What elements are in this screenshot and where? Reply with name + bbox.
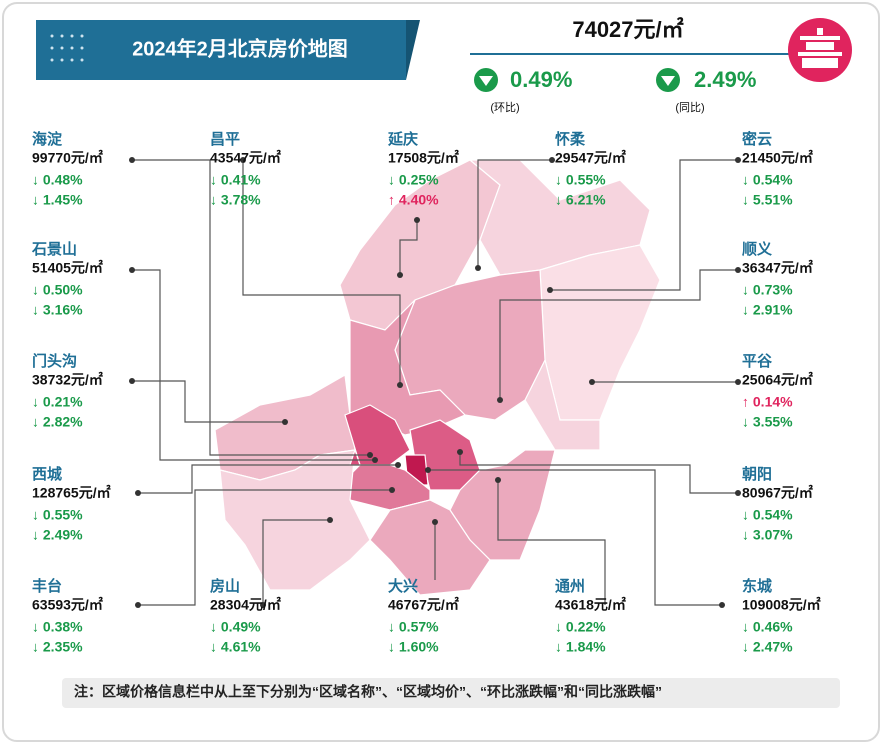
district-mom: ↓ 0.21% [32,394,83,410]
district-mom: ↓ 0.54% [742,172,793,188]
note: 注：区域价格信息栏中从上至下分别为“区域名称”、“区域均价”、“环比涨跌幅”和“… [74,684,662,700]
district-yoy: ↑ 4.40% [388,192,439,208]
leader-dots [129,157,741,608]
district-yoy: ↓ 3.78% [210,192,261,208]
district-yoy: ↓ 3.16% [32,302,83,318]
district-price: 46767元/㎡ [388,597,459,613]
district-name: 顺义 [742,240,772,258]
district-name: 房山 [210,577,240,595]
district-name: 朝阳 [742,466,772,483]
avg-price: 74027元/㎡ [572,17,683,42]
district-mom: ↓ 0.46% [742,619,793,635]
title-banner [36,20,406,80]
district-price: 99770元/㎡ [32,150,103,166]
district-yoy: ↓ 5.51% [742,192,793,208]
district-price: 36347元/㎡ [742,260,813,276]
district-name: 西城 [32,465,62,483]
district-name: 门头沟 [32,352,77,370]
district-price: 29547元/㎡ [555,150,626,166]
district-name: 丰台 [32,577,62,595]
district-price: 80967元/㎡ [742,485,813,501]
district-yoy: ↓ 2.47% [742,639,793,655]
mom-label: (环比) [490,101,519,114]
district-mom: ↓ 0.48% [32,172,83,188]
district-mom: ↓ 0.73% [742,282,793,298]
district-name: 怀柔 [555,130,586,148]
district-price: 21450元/㎡ [742,150,813,166]
district-mom: ↓ 0.55% [32,507,83,523]
district-price: 43547元/㎡ [210,150,281,166]
district-price: 43618元/㎡ [555,597,626,613]
leader-lines [132,159,738,606]
district-mom: ↓ 0.49% [210,619,261,635]
district-yoy: ↓ 2.49% [32,527,83,543]
logo-temple [798,28,842,68]
yoy: 2.49% [694,67,756,92]
district-yoy: ↓ 2.82% [32,414,83,430]
dots [50,34,84,62]
district-name: 昌平 [210,131,240,148]
district-mom: ↓ 0.57% [388,619,439,635]
title: 2024年2月北京房价地图 [132,36,348,60]
district-labels: 海淀 99770元/㎡ ↓ 0.48% ↓ 1.45% 昌平 43547元/㎡ ↓ 0.41… [31,130,821,655]
district-yoy: ↓ 3.55% [742,414,793,430]
district-name: 延庆 [387,130,418,148]
district-mom: ↑ 0.14% [742,394,793,410]
district-mom: ↓ 0.38% [32,619,83,635]
district-name: 通州 [555,578,585,595]
note-box [62,678,840,708]
district-yoy: ↓ 2.35% [32,639,83,655]
down-arrow [661,76,675,86]
district-yoy: ↓ 6.21% [555,192,606,208]
district-name: 石景山 [31,240,77,258]
district-name: 平谷 [742,353,773,370]
district-price: 63593元/㎡ [32,597,103,613]
district-price: 128765元/㎡ [32,485,111,501]
district-yoy: ↓ 1.84% [555,639,606,655]
district-mom: ↓ 0.41% [210,172,261,188]
district-price: 38732元/㎡ [32,372,103,388]
yoy-label: (同比) [675,101,704,114]
district-name: 东城 [742,577,772,595]
district-price: 17508元/㎡ [388,150,459,166]
district-price: 51405元/㎡ [32,260,103,276]
district-mom: ↓ 0.22% [555,619,606,635]
district-mom: ↓ 0.50% [32,282,83,298]
district-name: 密云 [742,130,772,148]
district-mom: ↓ 0.25% [388,172,439,188]
district-price: 109008元/㎡ [742,597,821,613]
district-name: 大兴 [388,577,418,595]
district-price: 28304元/㎡ [210,597,281,613]
banner-fold [406,20,420,80]
district-price: 25064元/㎡ [742,372,813,388]
mom: 0.49% [510,67,572,92]
district-yoy: ↓ 3.07% [742,527,793,543]
district-yoy: ↓ 1.60% [388,639,439,655]
district-mom: ↓ 0.55% [555,172,606,188]
district-yoy: ↓ 2.91% [742,302,793,318]
down-arrow [479,76,493,86]
district-mom: ↓ 0.54% [742,507,793,523]
district-yoy: ↓ 4.61% [210,639,261,655]
map [214,159,661,596]
district-yoy: ↓ 1.45% [32,192,83,208]
district-name: 海淀 [32,130,63,148]
